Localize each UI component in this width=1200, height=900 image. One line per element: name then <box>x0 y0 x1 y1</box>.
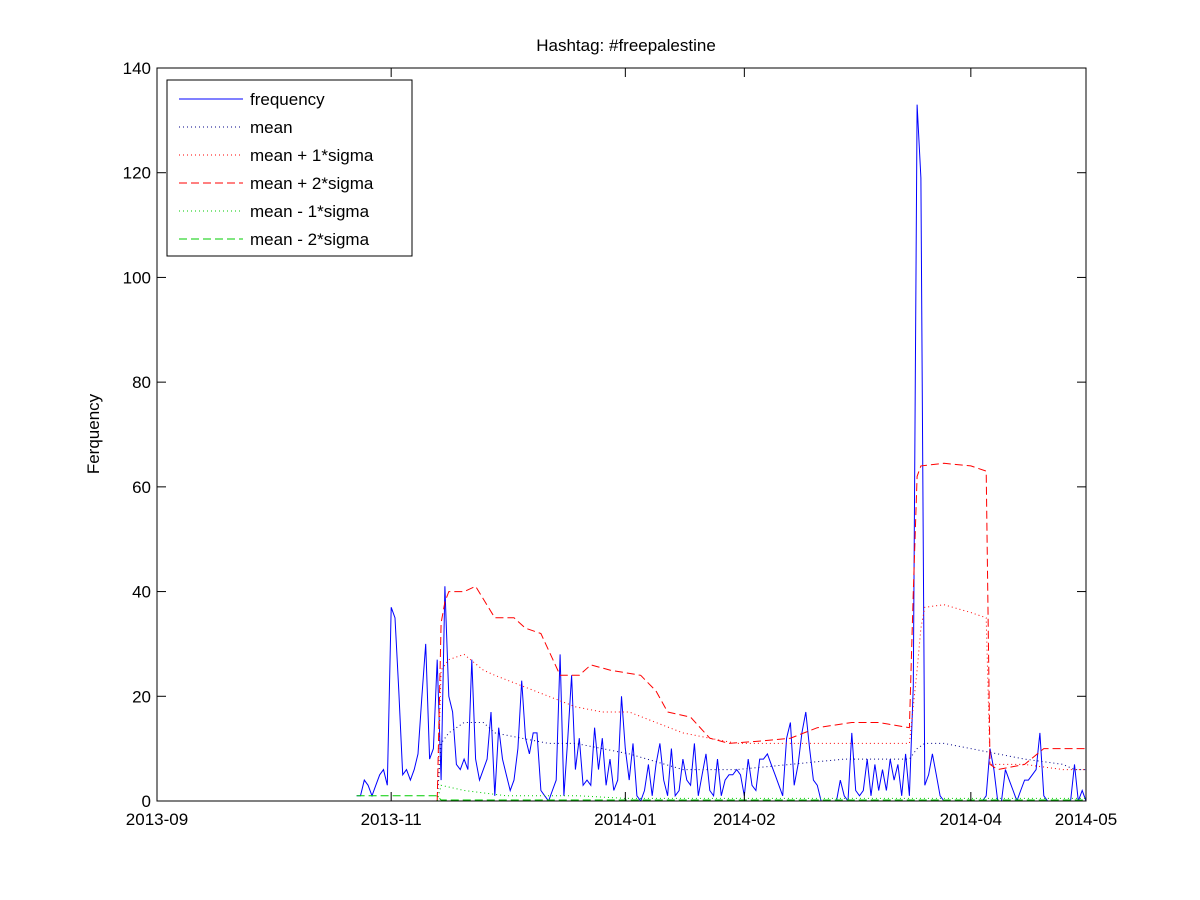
y-tick-label: 40 <box>132 583 151 602</box>
legend-label-mean-2-sigma: mean - 2*sigma <box>250 230 370 249</box>
x-tick-label: 2013-11 <box>361 810 422 829</box>
legend-label-mean: mean <box>250 118 293 137</box>
legend-label-mean-1-sigma: mean - 1*sigma <box>250 202 370 221</box>
series-layer <box>356 104 1086 801</box>
y-tick-label: 20 <box>132 687 151 706</box>
chart-title: Hashtag: #freepalestine <box>536 36 716 55</box>
y-tick-label: 60 <box>132 478 151 497</box>
legend-box <box>166 79 413 257</box>
y-tick-label: 120 <box>123 164 151 183</box>
x-tick-label: 2014-04 <box>940 810 1002 829</box>
series-line-frequency <box>356 104 1086 801</box>
series-line-mean-2-sigma <box>436 462 1086 801</box>
series-line-mean-1-sigma <box>436 784 1086 801</box>
y-tick-label: 140 <box>123 59 151 78</box>
y-tick-label: 0 <box>142 792 151 811</box>
legend-label-mean-1-sigma: mean + 1*sigma <box>250 146 374 165</box>
series-line-mean-2-sigma <box>356 795 1086 801</box>
legend: frequency mean mean + 1*sigma mean + 2*sigm… <box>166 79 413 257</box>
x-tick-label: 2014-01 <box>594 810 656 829</box>
x-tick-label: 2013-09 <box>126 810 188 829</box>
y-tick-label: 100 <box>123 268 151 287</box>
x-tick-label: 2014-02 <box>713 810 775 829</box>
y-axis-label: Ferquency <box>84 393 103 474</box>
legend-label-frequency: frequency <box>250 90 325 109</box>
y-tick-label: 80 <box>132 373 151 392</box>
ticks-layer: 0 20 40 60 80 100 120 140 2013-09 2013-11 2014-01 2… <box>123 59 1118 829</box>
x-tick-label: 2014-05 <box>1055 810 1117 829</box>
legend-label-mean-2-sigma: mean + 2*sigma <box>250 174 374 193</box>
plot-frame <box>156 67 1087 802</box>
